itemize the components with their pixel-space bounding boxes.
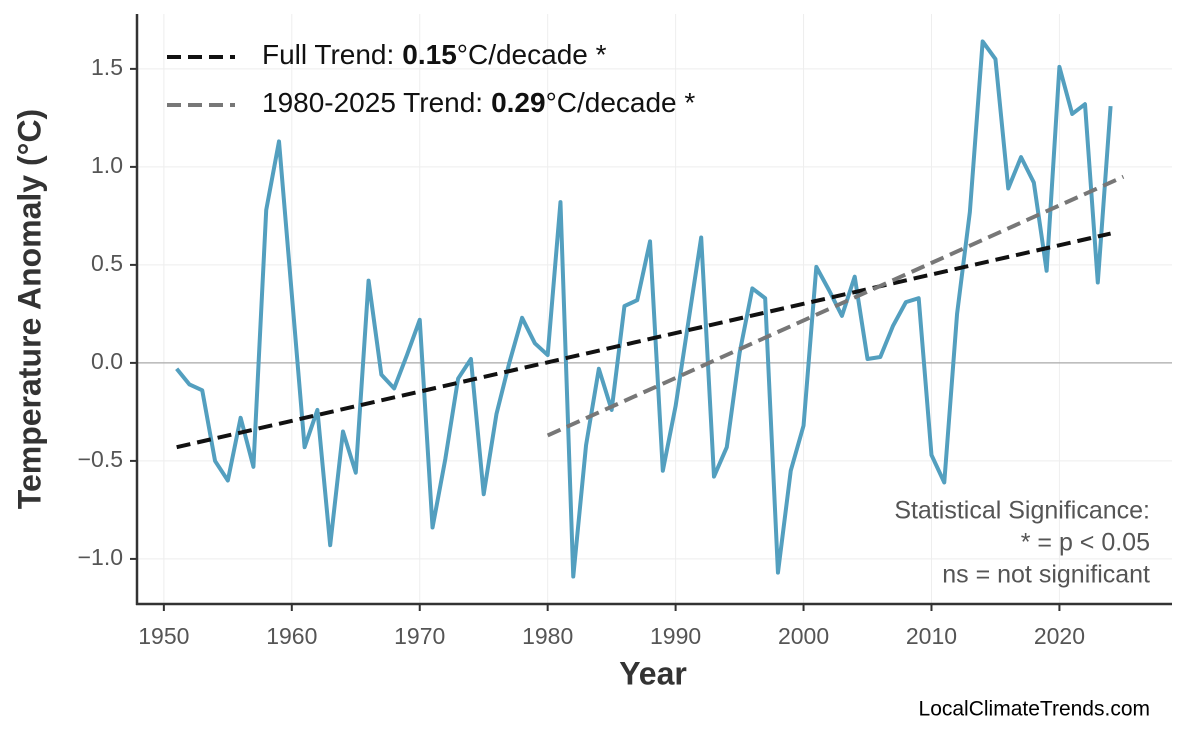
y-tick-label: 1.5 (91, 54, 123, 80)
legend-text: 0.29 (491, 87, 546, 118)
trend-line (546, 174, 1125, 438)
annotation: Statistical Significance: (894, 497, 1150, 525)
x-tick-label: 1950 (138, 623, 189, 649)
x-tick-label: 1980 (522, 623, 573, 649)
legend-text: °C/decade * (546, 87, 696, 118)
source: LocalClimateTrends.com (919, 698, 1150, 721)
y-tick-label: −1.0 (78, 544, 123, 570)
y-tick-label: 0.5 (91, 250, 123, 276)
annotation: * = p < 0.05 (1021, 529, 1150, 557)
legend-label: Full Trend: 0.15°C/decade * (262, 39, 607, 70)
legend-text: 0.15 (402, 39, 457, 70)
trend-line (176, 231, 1112, 450)
x-tick-label: 1990 (650, 623, 701, 649)
x-axis-title: Year (619, 655, 687, 691)
y-axis-title: Temperature Anomaly (°C) (11, 109, 47, 509)
legend-text: 1980-2025 Trend: (262, 87, 483, 118)
x-tick-label: 1970 (394, 623, 445, 649)
x-tick-label: 2010 (906, 623, 957, 649)
legend-text: Full Trend: (262, 39, 394, 70)
data-line (175, 39, 1113, 579)
x-tick-label: 2000 (778, 623, 829, 649)
legend-text: °C/decade * (457, 39, 607, 70)
legend-label: 1980-2025 Trend: 0.29°C/decade * (262, 87, 695, 118)
annotation: ns = not significant (942, 561, 1150, 589)
x-tick-label: 2020 (1034, 623, 1085, 649)
y-tick-label: −0.5 (78, 446, 123, 472)
y-tick-label: 1.0 (91, 152, 123, 178)
x-tick-label: 1960 (266, 623, 317, 649)
y-tick-label: 0.0 (91, 348, 123, 374)
